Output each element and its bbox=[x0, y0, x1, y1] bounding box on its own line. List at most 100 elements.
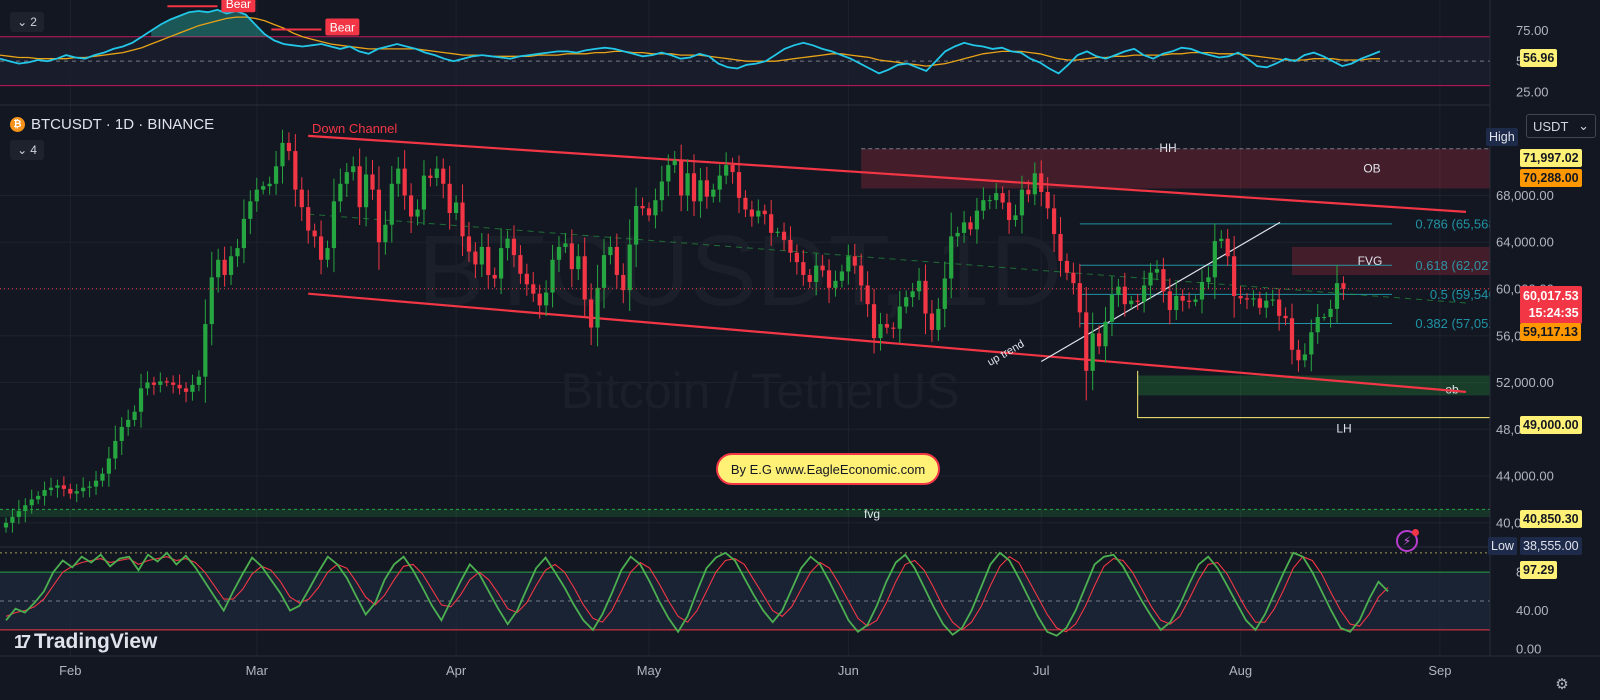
candle bbox=[852, 243, 857, 274]
candle-body bbox=[1232, 256, 1237, 297]
candle-body bbox=[608, 246, 613, 256]
candle-body bbox=[1019, 189, 1025, 216]
candle bbox=[1109, 276, 1115, 337]
candle bbox=[981, 187, 986, 220]
candle-body bbox=[826, 270, 832, 288]
candle bbox=[499, 228, 504, 295]
candle bbox=[942, 261, 947, 328]
candle-body bbox=[1084, 312, 1089, 371]
candle bbox=[312, 223, 317, 248]
candle-body bbox=[582, 256, 587, 300]
zone-ob bbox=[1137, 375, 1490, 396]
candle-body bbox=[1090, 333, 1095, 371]
candle-body bbox=[428, 175, 433, 178]
candle-body bbox=[762, 210, 767, 215]
candle-body bbox=[331, 201, 337, 249]
candle-body bbox=[499, 248, 504, 279]
candle-body bbox=[672, 160, 677, 166]
candle bbox=[910, 282, 915, 307]
candle bbox=[273, 151, 279, 195]
rsi-pane[interactable]: Bear Bear bbox=[0, 0, 1490, 87]
candle bbox=[209, 251, 214, 346]
candle-body bbox=[1251, 298, 1256, 300]
tradingview-logo[interactable]: 17 TradingView bbox=[14, 630, 158, 653]
fib-level-label: 0.786 (65,568.87) bbox=[1415, 216, 1518, 231]
candle bbox=[1199, 269, 1205, 314]
candle bbox=[1026, 180, 1031, 203]
candle-body bbox=[531, 284, 536, 294]
candle-body bbox=[1238, 296, 1243, 299]
candle-body bbox=[145, 382, 150, 389]
channel-lower-line bbox=[308, 292, 1467, 393]
candle bbox=[1309, 319, 1314, 372]
candle bbox=[794, 244, 799, 275]
candle bbox=[871, 288, 877, 354]
candle bbox=[261, 181, 266, 195]
candle-body bbox=[473, 251, 478, 265]
candle bbox=[563, 233, 568, 254]
candle-body bbox=[1161, 269, 1166, 292]
candle-body bbox=[383, 224, 388, 243]
candle bbox=[61, 476, 66, 497]
candle bbox=[1135, 293, 1140, 310]
candle bbox=[743, 190, 748, 218]
candle bbox=[646, 202, 652, 222]
candle bbox=[769, 199, 774, 246]
candle bbox=[1161, 257, 1166, 303]
gear-icon[interactable]: ⚙ bbox=[1555, 676, 1569, 693]
price-tick-label: 44,000.00 bbox=[1496, 469, 1554, 484]
candle bbox=[222, 246, 227, 287]
price-tick-label: 64,000.00 bbox=[1496, 235, 1554, 250]
candle-body bbox=[216, 259, 221, 278]
candle-body bbox=[376, 189, 382, 243]
currency-select[interactable]: USDT ⌄ bbox=[1526, 114, 1596, 138]
candle-body bbox=[524, 273, 529, 285]
candle-body bbox=[344, 172, 349, 184]
candle-body bbox=[389, 183, 394, 225]
candle bbox=[228, 246, 234, 286]
time-tick-label: May bbox=[637, 663, 662, 678]
candle-body bbox=[1309, 332, 1314, 355]
candle-body bbox=[36, 495, 41, 500]
watermark-description: Bitcoin / TetherUS bbox=[560, 363, 959, 419]
candle-body bbox=[273, 166, 279, 184]
candle-body bbox=[100, 473, 105, 481]
candle bbox=[177, 374, 182, 395]
candle bbox=[949, 212, 954, 299]
candles bbox=[3, 129, 1346, 533]
candle-body bbox=[987, 200, 992, 202]
candle bbox=[370, 160, 375, 200]
zone-fvg bbox=[0, 509, 1490, 517]
candle-body bbox=[1006, 202, 1012, 221]
rsi-pane-collapse-button[interactable]: ⌄ 2 bbox=[10, 12, 44, 32]
candle bbox=[1077, 263, 1082, 328]
candle bbox=[68, 483, 73, 499]
candle-body bbox=[1257, 298, 1262, 308]
chevron-down-icon: ⌄ bbox=[17, 143, 28, 157]
candle bbox=[807, 269, 812, 288]
candle bbox=[1154, 260, 1160, 281]
candle-body bbox=[16, 511, 21, 517]
stochastic-pane[interactable] bbox=[0, 551, 1490, 637]
candle-body bbox=[126, 419, 131, 427]
zone-ob bbox=[861, 148, 1490, 189]
bar-countdown: 15:24:35 bbox=[1528, 306, 1579, 320]
candle-body bbox=[1199, 281, 1205, 300]
candle bbox=[486, 233, 491, 289]
candle bbox=[672, 151, 677, 174]
main-pane-collapse-button[interactable]: ⌄ 4 bbox=[10, 140, 44, 160]
rsi-tick-label: 25.00 bbox=[1516, 84, 1549, 99]
watermark-symbol: BTCUSDT, 1D bbox=[418, 215, 1063, 327]
candle-body bbox=[1097, 333, 1102, 347]
attribution-label[interactable]: By E.G www.EagleEconomic.com bbox=[716, 453, 940, 485]
candle bbox=[454, 195, 459, 221]
price-pane[interactable]: OB FVG ob fvg HH LH 0.786 (65,568.87) 0.618 (62… bbox=[0, 121, 1518, 533]
candle bbox=[994, 182, 999, 209]
symbol-info[interactable]: ₿ BTCUSDT · 1D · BINANCE bbox=[10, 116, 214, 133]
lightning-icon[interactable]: ⚡ bbox=[1396, 529, 1419, 552]
candle bbox=[1225, 229, 1230, 266]
candle bbox=[704, 166, 709, 209]
candle bbox=[1257, 291, 1262, 315]
candle-body bbox=[299, 189, 304, 208]
